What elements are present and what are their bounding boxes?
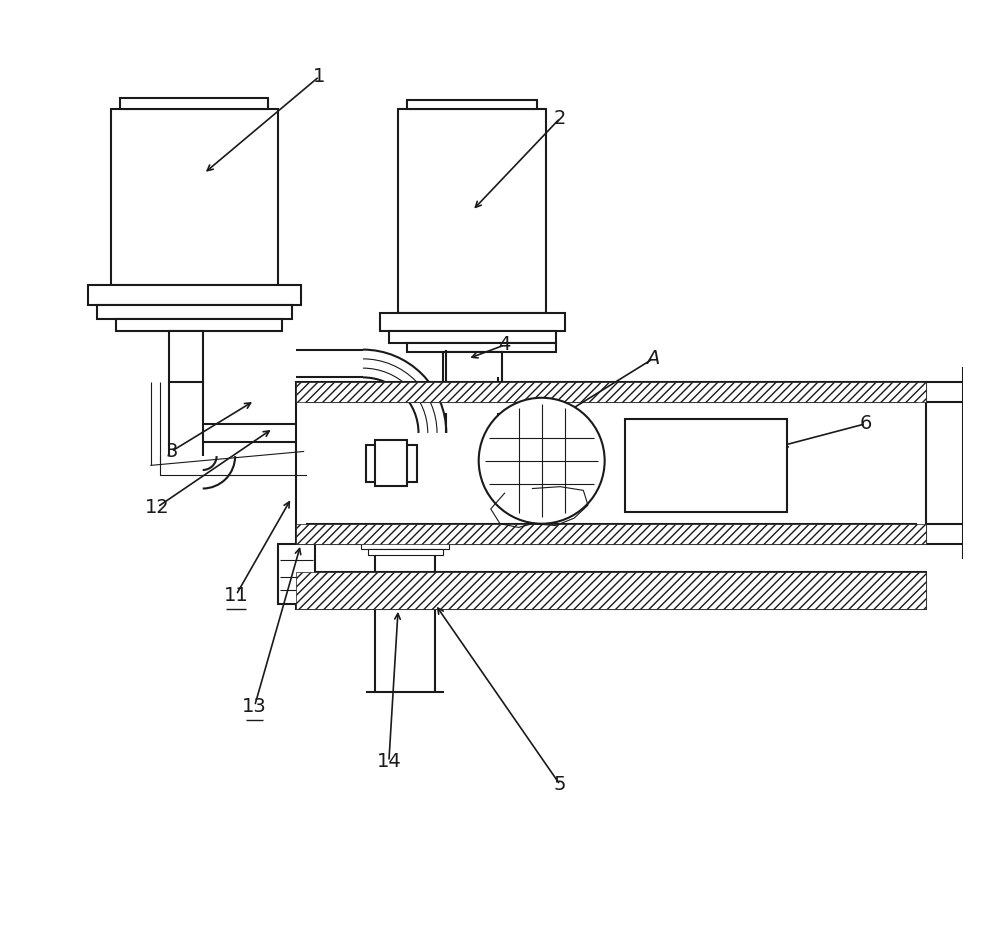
Bar	[116, 319, 282, 331]
Bar	[120, 98, 268, 109]
Bar	[443, 352, 502, 413]
Bar	[407, 343, 556, 352]
Bar	[296, 382, 926, 402]
Bar	[296, 382, 926, 544]
Text: 1: 1	[313, 67, 326, 86]
Circle shape	[479, 398, 605, 524]
Bar	[368, 549, 443, 556]
Bar	[278, 544, 315, 604]
Text: 6: 6	[860, 415, 872, 433]
Bar	[296, 572, 926, 609]
Bar	[398, 109, 546, 313]
Bar	[380, 313, 565, 331]
Bar	[296, 524, 926, 544]
Bar	[625, 419, 787, 511]
Bar	[361, 540, 449, 549]
Bar	[88, 285, 301, 306]
Bar	[97, 306, 292, 319]
Text: 2: 2	[554, 109, 566, 128]
Bar	[389, 331, 556, 343]
Text: 3: 3	[165, 442, 177, 461]
Bar	[407, 100, 537, 109]
Bar	[169, 331, 203, 382]
Text: A: A	[646, 350, 659, 368]
Text: 11: 11	[224, 586, 248, 604]
Bar	[296, 572, 926, 609]
Bar	[111, 109, 278, 285]
Text: 12: 12	[145, 497, 170, 517]
Text: 13: 13	[242, 697, 267, 715]
Bar	[375, 440, 407, 486]
Bar	[366, 445, 417, 481]
Bar	[963, 368, 986, 558]
Text: 4: 4	[498, 336, 511, 354]
Text: 5: 5	[554, 776, 566, 794]
Text: 14: 14	[376, 752, 401, 771]
